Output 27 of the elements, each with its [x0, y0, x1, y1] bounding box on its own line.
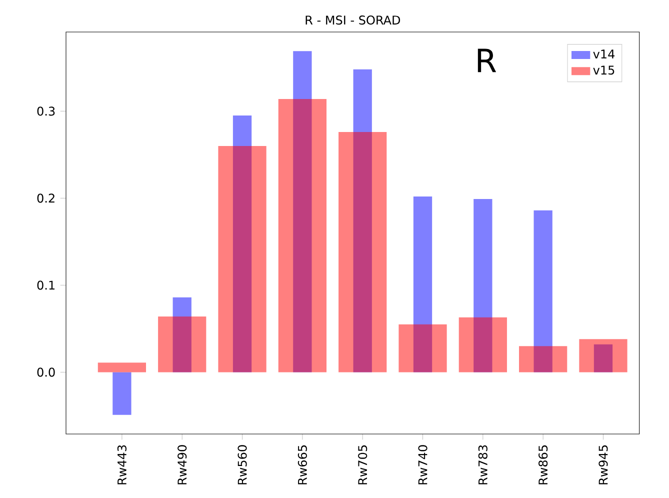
x-tick-label: Rw740: [418, 445, 428, 484]
y-tick-label: 0.2: [37, 194, 54, 203]
x-tick-label: Rw443: [117, 445, 126, 484]
chart-title: R - MSI - SORAD: [306, 16, 400, 25]
x-tick-label: Rw865: [538, 445, 548, 484]
y-tick-label: 0.0: [37, 368, 55, 377]
legend-label: v14: [593, 50, 615, 58]
bar: [458, 317, 507, 372]
bar: [218, 146, 266, 372]
x-tick-label: Rw783: [478, 445, 488, 484]
bar: [579, 339, 628, 372]
bar: [112, 372, 132, 415]
bar: [98, 362, 146, 372]
bar: [519, 346, 568, 372]
y-tick-label: 0.3: [37, 106, 55, 116]
bar: [398, 324, 447, 372]
x-tick-label: Rw560: [238, 445, 247, 484]
bar: [338, 132, 387, 372]
x-tick-label: Rw665: [298, 445, 307, 484]
x-tick-label: Rw945: [598, 445, 608, 484]
y-tick-label: 0.1: [37, 280, 54, 290]
legend-label: v15: [593, 66, 614, 75]
bar: [158, 316, 206, 372]
x-tick-label: Rw705: [358, 445, 368, 484]
annotation: R: [478, 48, 496, 72]
x-tick-label: Rw490: [178, 445, 187, 484]
bar: [278, 98, 326, 372]
